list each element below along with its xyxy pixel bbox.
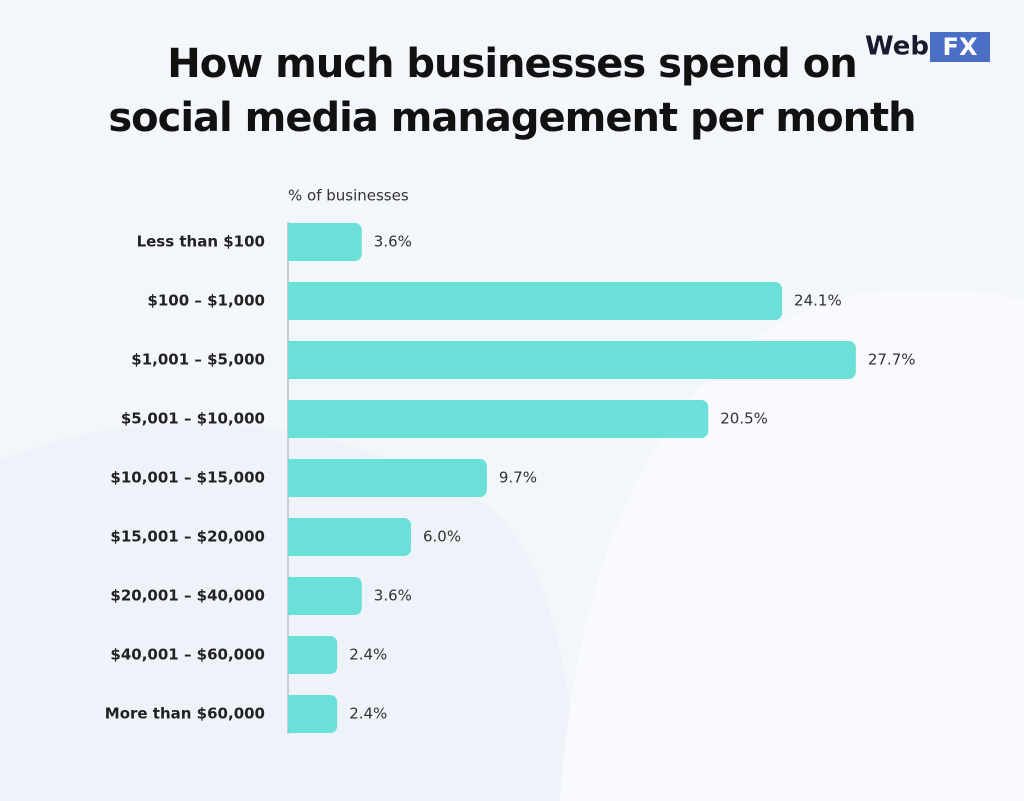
- value-label: 9.7%: [499, 469, 537, 487]
- category-label: $1,001 – $5,000: [131, 351, 265, 369]
- value-label: 3.6%: [374, 587, 412, 605]
- category-label: $40,001 – $60,000: [110, 646, 265, 664]
- value-label: 2.4%: [349, 705, 387, 723]
- value-label: 6.0%: [423, 528, 461, 546]
- value-label: 27.7%: [868, 351, 916, 369]
- bar: [288, 223, 362, 261]
- logo-text: FX: [943, 33, 978, 61]
- category-label: $100 – $1,000: [147, 292, 265, 310]
- logo-text: Web: [865, 32, 929, 62]
- chart-title: How much businesses spend on: [167, 41, 856, 87]
- value-label: 2.4%: [349, 646, 387, 664]
- category-label: $20,001 – $40,000: [110, 587, 265, 605]
- bar: [288, 400, 709, 438]
- bar: [288, 518, 411, 556]
- value-label: 24.1%: [794, 292, 842, 310]
- axis-label: % of businesses: [288, 187, 409, 205]
- category-label: Less than $100: [137, 233, 265, 251]
- category-label: More than $60,000: [105, 705, 265, 723]
- bar: [288, 636, 338, 674]
- bar: [288, 282, 783, 320]
- bar: [288, 341, 856, 379]
- logo-box: [930, 32, 990, 62]
- category-label: $15,001 – $20,000: [110, 528, 265, 546]
- chart-title: social media management per month: [108, 95, 915, 141]
- bar: [288, 459, 487, 497]
- value-label: 3.6%: [374, 233, 412, 251]
- bar: [288, 577, 362, 615]
- category-label: $10,001 – $15,000: [110, 469, 265, 487]
- bar: [288, 695, 338, 733]
- value-label: 20.5%: [720, 410, 768, 428]
- category-label: $5,001 – $10,000: [121, 410, 265, 428]
